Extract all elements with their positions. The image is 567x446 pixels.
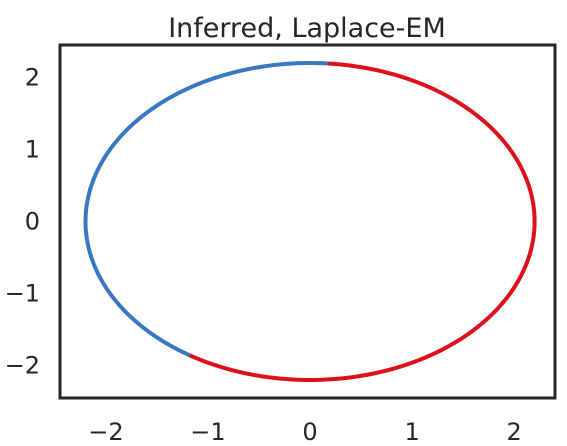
chart-title: Inferred, Laplace-EM (168, 13, 446, 44)
x-tick-label: 0 (302, 418, 317, 446)
y-tick-label: −1 (5, 280, 40, 308)
x-tick-label: 1 (404, 418, 419, 446)
trajectory-curve (83, 61, 537, 382)
curve-segment-blue (83, 61, 332, 358)
y-tick-label: 0 (25, 208, 40, 236)
plot-frame (58, 43, 557, 400)
x-axis-ticks: −2 −1 0 1 2 (88, 418, 522, 446)
y-tick-label: 1 (25, 135, 40, 163)
x-tick-label: 2 (507, 418, 522, 446)
curve-segment-red (189, 61, 537, 382)
y-axis-ticks: 2 1 0 −1 −2 (5, 63, 40, 379)
x-tick-label: −2 (88, 418, 123, 446)
x-tick-label: −1 (190, 418, 225, 446)
y-tick-label: 2 (25, 63, 40, 91)
y-tick-label: −2 (5, 352, 40, 380)
